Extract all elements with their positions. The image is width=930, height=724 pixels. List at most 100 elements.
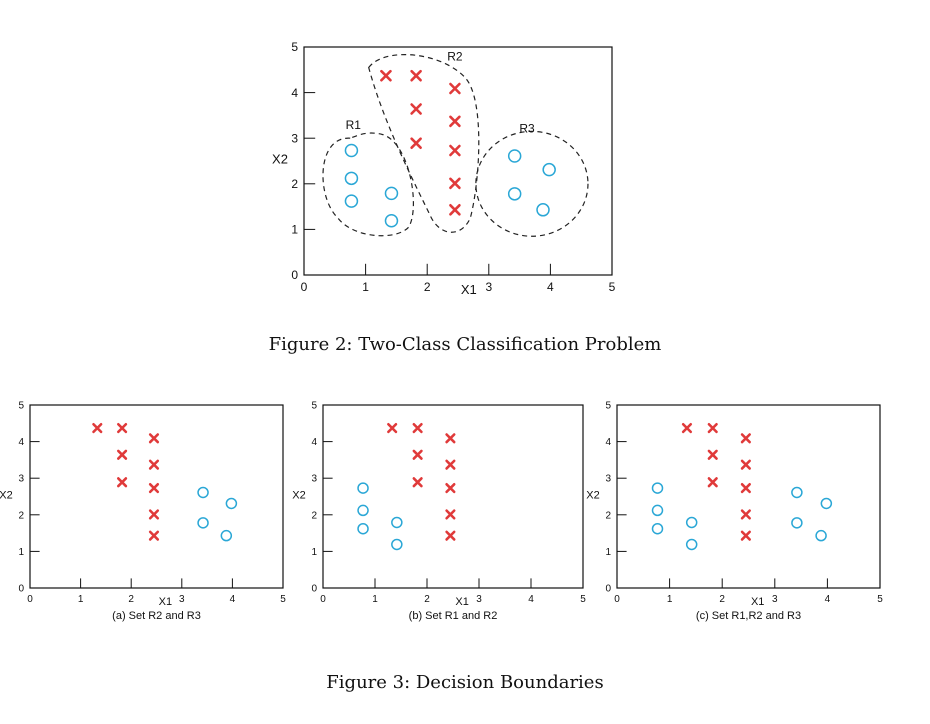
plot-frame [322,404,584,589]
x-tick-label: 3 [476,594,482,605]
panel-subtitle: (c) Set R1,R2 and R3 [696,610,801,622]
cross-point [681,422,693,434]
cross-point [740,433,751,444]
plot-frame [29,404,284,589]
x-tick-label: 1 [667,594,673,605]
cross-point [412,422,423,434]
y-tick-label: 2 [311,510,317,521]
cross-point [148,482,160,494]
cross-point [148,509,160,520]
cross-point [116,449,128,460]
circle-point [651,522,664,535]
circle-point [791,486,803,499]
x-tick-label: 4 [528,594,534,605]
y-tick-label: 0 [291,268,298,282]
region-label-r3: R3 [519,122,535,136]
x-tick-label: 3 [485,280,492,294]
y-axis-label: X2 [292,489,305,501]
circle-point [197,517,209,529]
circle-point [357,522,369,535]
circle-point [542,162,556,177]
y-tick-label: 5 [291,40,298,54]
x-tick-label: 2 [128,594,134,605]
circle-point [344,194,359,208]
cross-point [410,103,422,115]
y-tick-label: 3 [605,474,611,485]
circle-point [384,186,399,201]
y-tick-label: 1 [291,223,298,237]
panel-subtitle: (b) Set R1 and R2 [409,610,498,622]
chart-figure-3-b: 0 1 2 3 4 5 0 1 2 3 4 5 X1 X2 (b) Set R1 and R2 [292,401,586,623]
cross-point [740,530,751,541]
circle-point [685,538,698,551]
x-tick-label: 2 [424,280,431,294]
x-tick-label: 0 [27,594,33,605]
x-axis-label: X1 [159,596,172,608]
circle-point [344,143,359,158]
circle-point [357,482,369,494]
cross-point [148,459,160,470]
cross-point [740,509,751,520]
cross-point [445,530,456,541]
region-r1-boundary [322,132,415,237]
y-tick-label: 0 [311,584,317,595]
circle-point [815,529,827,542]
y-tick-label: 2 [291,177,298,191]
y-tick-label: 1 [18,547,24,558]
y-tick-label: 5 [605,401,611,412]
circle-point [220,529,233,542]
circle-point [391,538,403,551]
circle-point [651,482,664,494]
cross-point [445,459,456,470]
cross-point [92,422,103,434]
circle-point [507,149,522,163]
cross-point [707,477,718,488]
y-axis-label: X2 [0,489,13,501]
y-tick-label: 3 [311,474,317,485]
cross-point [707,422,718,434]
region-label-r1: R1 [346,118,362,132]
cross-point [445,482,456,494]
x-tick-label: 5 [580,594,586,605]
y-tick-label: 2 [18,510,24,521]
chart-figure-2: 0 1 2 3 4 5 0 1 2 3 4 5 X1 X2 R1 R2 R3 [272,40,616,297]
cross-point [740,482,751,494]
y-axis-label: X2 [272,151,288,166]
x-tick-label: 2 [719,594,725,605]
cross-point [410,69,422,82]
cross-point [148,530,160,541]
y-tick-label: 0 [18,584,24,595]
y-tick-label: 3 [291,131,298,145]
y-axis-label: X2 [586,489,599,501]
y-tick-label: 4 [311,437,317,448]
cross-point [449,82,461,95]
cross-point [412,449,423,460]
y-tick-label: 4 [18,437,24,448]
y-tick-label: 0 [605,584,611,595]
x-tick-label: 4 [825,594,831,605]
x-tick-label: 1 [78,594,84,605]
figure-2-caption: Figure 2: Two-Class Classification Probl… [268,334,662,355]
cross-point [449,203,461,216]
circle-point [344,171,359,186]
y-tick-label: 5 [18,401,24,412]
cross-point [740,459,751,470]
cross-point [116,422,128,434]
circle-point [384,213,399,228]
x-axis-label: X1 [751,596,764,608]
circle-point [651,504,664,517]
chart-figure-3-a: 0 1 2 3 4 5 0 1 2 3 4 5 X1 X2 (a) Set R2 and R3 [0,401,286,623]
cross-point [707,449,718,460]
y-tick-label: 4 [605,437,611,448]
cross-point [387,422,398,434]
cross-point [449,144,461,157]
x-tick-label: 3 [179,594,185,605]
chart-figure-3-c: 0 1 2 3 4 5 0 1 2 3 4 5 X1 X2 (c) Set R1,R2 and R3 [586,401,883,623]
x-tick-label: 1 [372,594,378,605]
x-tick-label: 5 [877,594,883,605]
x-tick-label: 4 [230,594,236,605]
x-axis-label: X1 [461,282,477,297]
cross-point [412,477,423,488]
x-tick-label: 2 [424,594,430,605]
